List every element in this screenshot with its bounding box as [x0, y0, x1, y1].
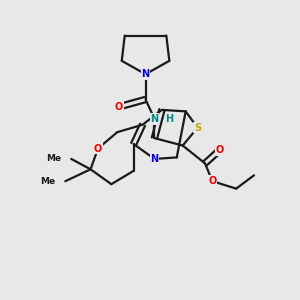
Text: Me: Me [40, 177, 55, 186]
Text: S: S [194, 123, 201, 133]
Text: O: O [94, 143, 102, 154]
Text: N: N [142, 69, 150, 79]
Text: O: O [216, 145, 224, 155]
Text: Me: Me [46, 154, 61, 164]
Text: N: N [150, 154, 158, 164]
Text: H: H [165, 114, 173, 124]
Text: O: O [115, 102, 123, 112]
Text: O: O [208, 176, 217, 186]
Text: N: N [150, 114, 158, 124]
